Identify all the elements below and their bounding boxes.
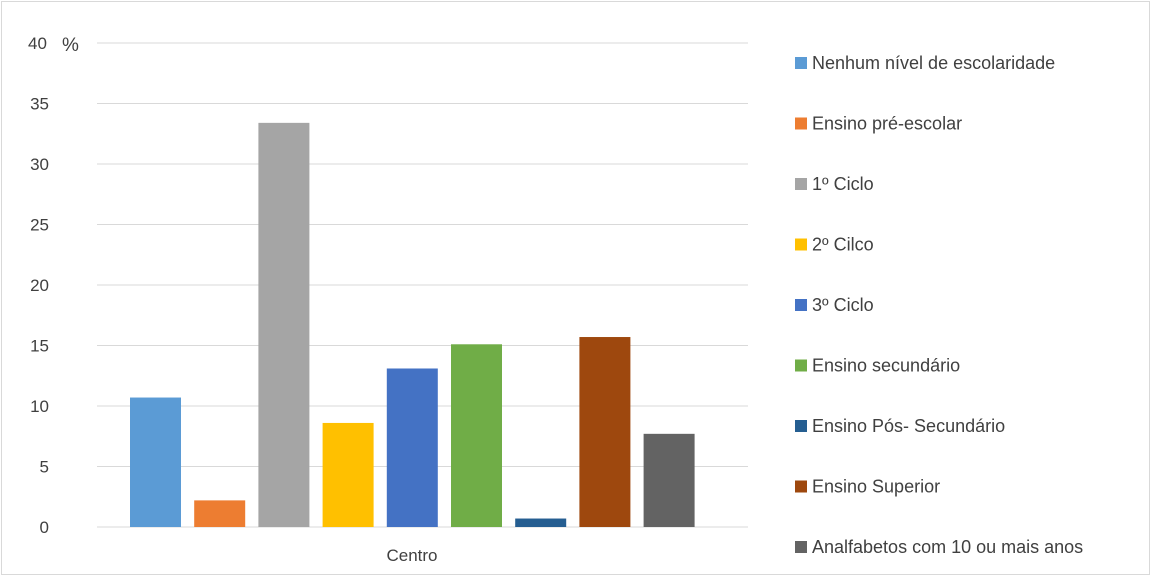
legend-label: 3º Ciclo [812,295,874,315]
legend-label: Ensino pré-escolar [812,114,962,134]
legend-item: 2º Cilco [795,235,874,255]
legend-item: Analfabetos com 10 ou mais anos [795,537,1083,557]
legend-swatch [795,299,807,311]
legend-swatch [795,359,807,372]
bar [130,397,181,527]
legend-item: Ensino Superior [795,477,940,497]
legend-item: Nenhum nível de escolaridade [795,53,1055,73]
y-tick-label: 35 [30,95,49,114]
legend-label: Nenhum nível de escolaridade [812,53,1055,73]
y-tick-label: 40 [28,34,47,53]
bar [322,422,374,527]
bar [579,337,631,527]
legend: Nenhum nível de escolaridade Ensino pré-e… [795,53,1083,557]
y-axis-tick-labels: 0 5 10 15 20 25 30 35 40 [28,34,49,537]
y-tick-label: 0 [40,518,49,537]
legend-label: Analfabetos com 10 ou mais anos [812,537,1083,557]
y-axis-unit: % [62,35,79,56]
legend-item: 3º Ciclo [795,295,874,315]
bars [130,122,695,528]
y-tick-label: 20 [30,276,49,295]
legend-label: Ensino secundário [812,356,960,376]
legend-swatch [795,57,807,69]
legend-label: Ensino Pós- Secundário [812,416,1005,436]
bar [515,518,567,527]
legend-swatch [795,117,807,130]
legend-swatch [795,541,807,553]
y-tick-label: 5 [40,458,49,477]
y-tick-label: 10 [30,397,49,416]
legend-label: Ensino Superior [812,477,940,497]
y-tick-label: 15 [30,337,49,356]
legend-item: Ensino Pós- Secundário [795,416,1005,436]
y-tick-label: 30 [30,155,49,174]
legend-item: Ensino secundário [795,356,960,376]
x-axis-category-label: Centro [386,546,437,565]
legend-swatch [795,480,807,493]
bar [643,433,695,527]
legend-label: 1º Ciclo [812,174,874,194]
legend-swatch [795,178,807,190]
legend-swatch [795,238,807,251]
legend-item: Ensino pré-escolar [795,114,962,134]
bar [194,500,246,527]
bar [451,344,502,527]
bar [386,368,438,527]
legend-item: 1º Ciclo [795,174,874,194]
legend-label: 2º Cilco [812,235,874,255]
legend-swatch [795,420,807,432]
y-tick-label: 25 [30,216,49,235]
bar [258,122,310,528]
